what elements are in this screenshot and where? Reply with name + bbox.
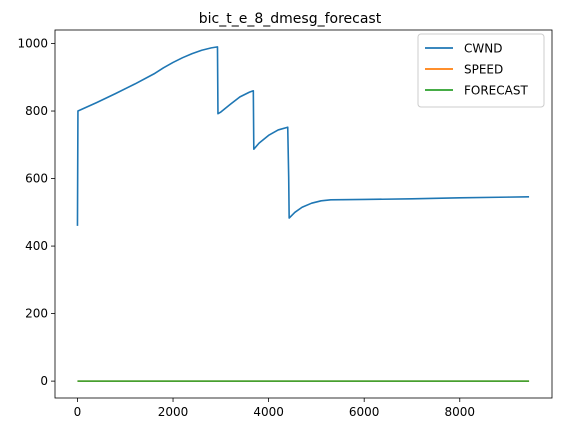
legend-label-cwnd: CWND <box>464 42 502 56</box>
y-tick-label: 600 <box>25 172 48 186</box>
x-tick-label: 6000 <box>349 405 380 419</box>
y-tick-label: 0 <box>40 374 48 388</box>
x-tick-label: 2000 <box>158 405 189 419</box>
x-tick-label: 8000 <box>444 405 475 419</box>
chart-title: bic_t_e_8_dmesg_forecast <box>199 11 382 27</box>
legend-label-speed: SPEED <box>464 63 503 77</box>
y-tick-label: 200 <box>25 307 48 321</box>
x-tick-label: 0 <box>74 405 82 419</box>
legend-label-forecast: FORECAST <box>464 84 528 98</box>
y-tick-label: 400 <box>25 239 48 253</box>
x-tick-label: 4000 <box>253 405 284 419</box>
y-tick-label: 800 <box>25 104 48 118</box>
legend: CWND SPEED FORECAST <box>418 34 544 107</box>
y-tick-label: 1000 <box>17 37 48 51</box>
